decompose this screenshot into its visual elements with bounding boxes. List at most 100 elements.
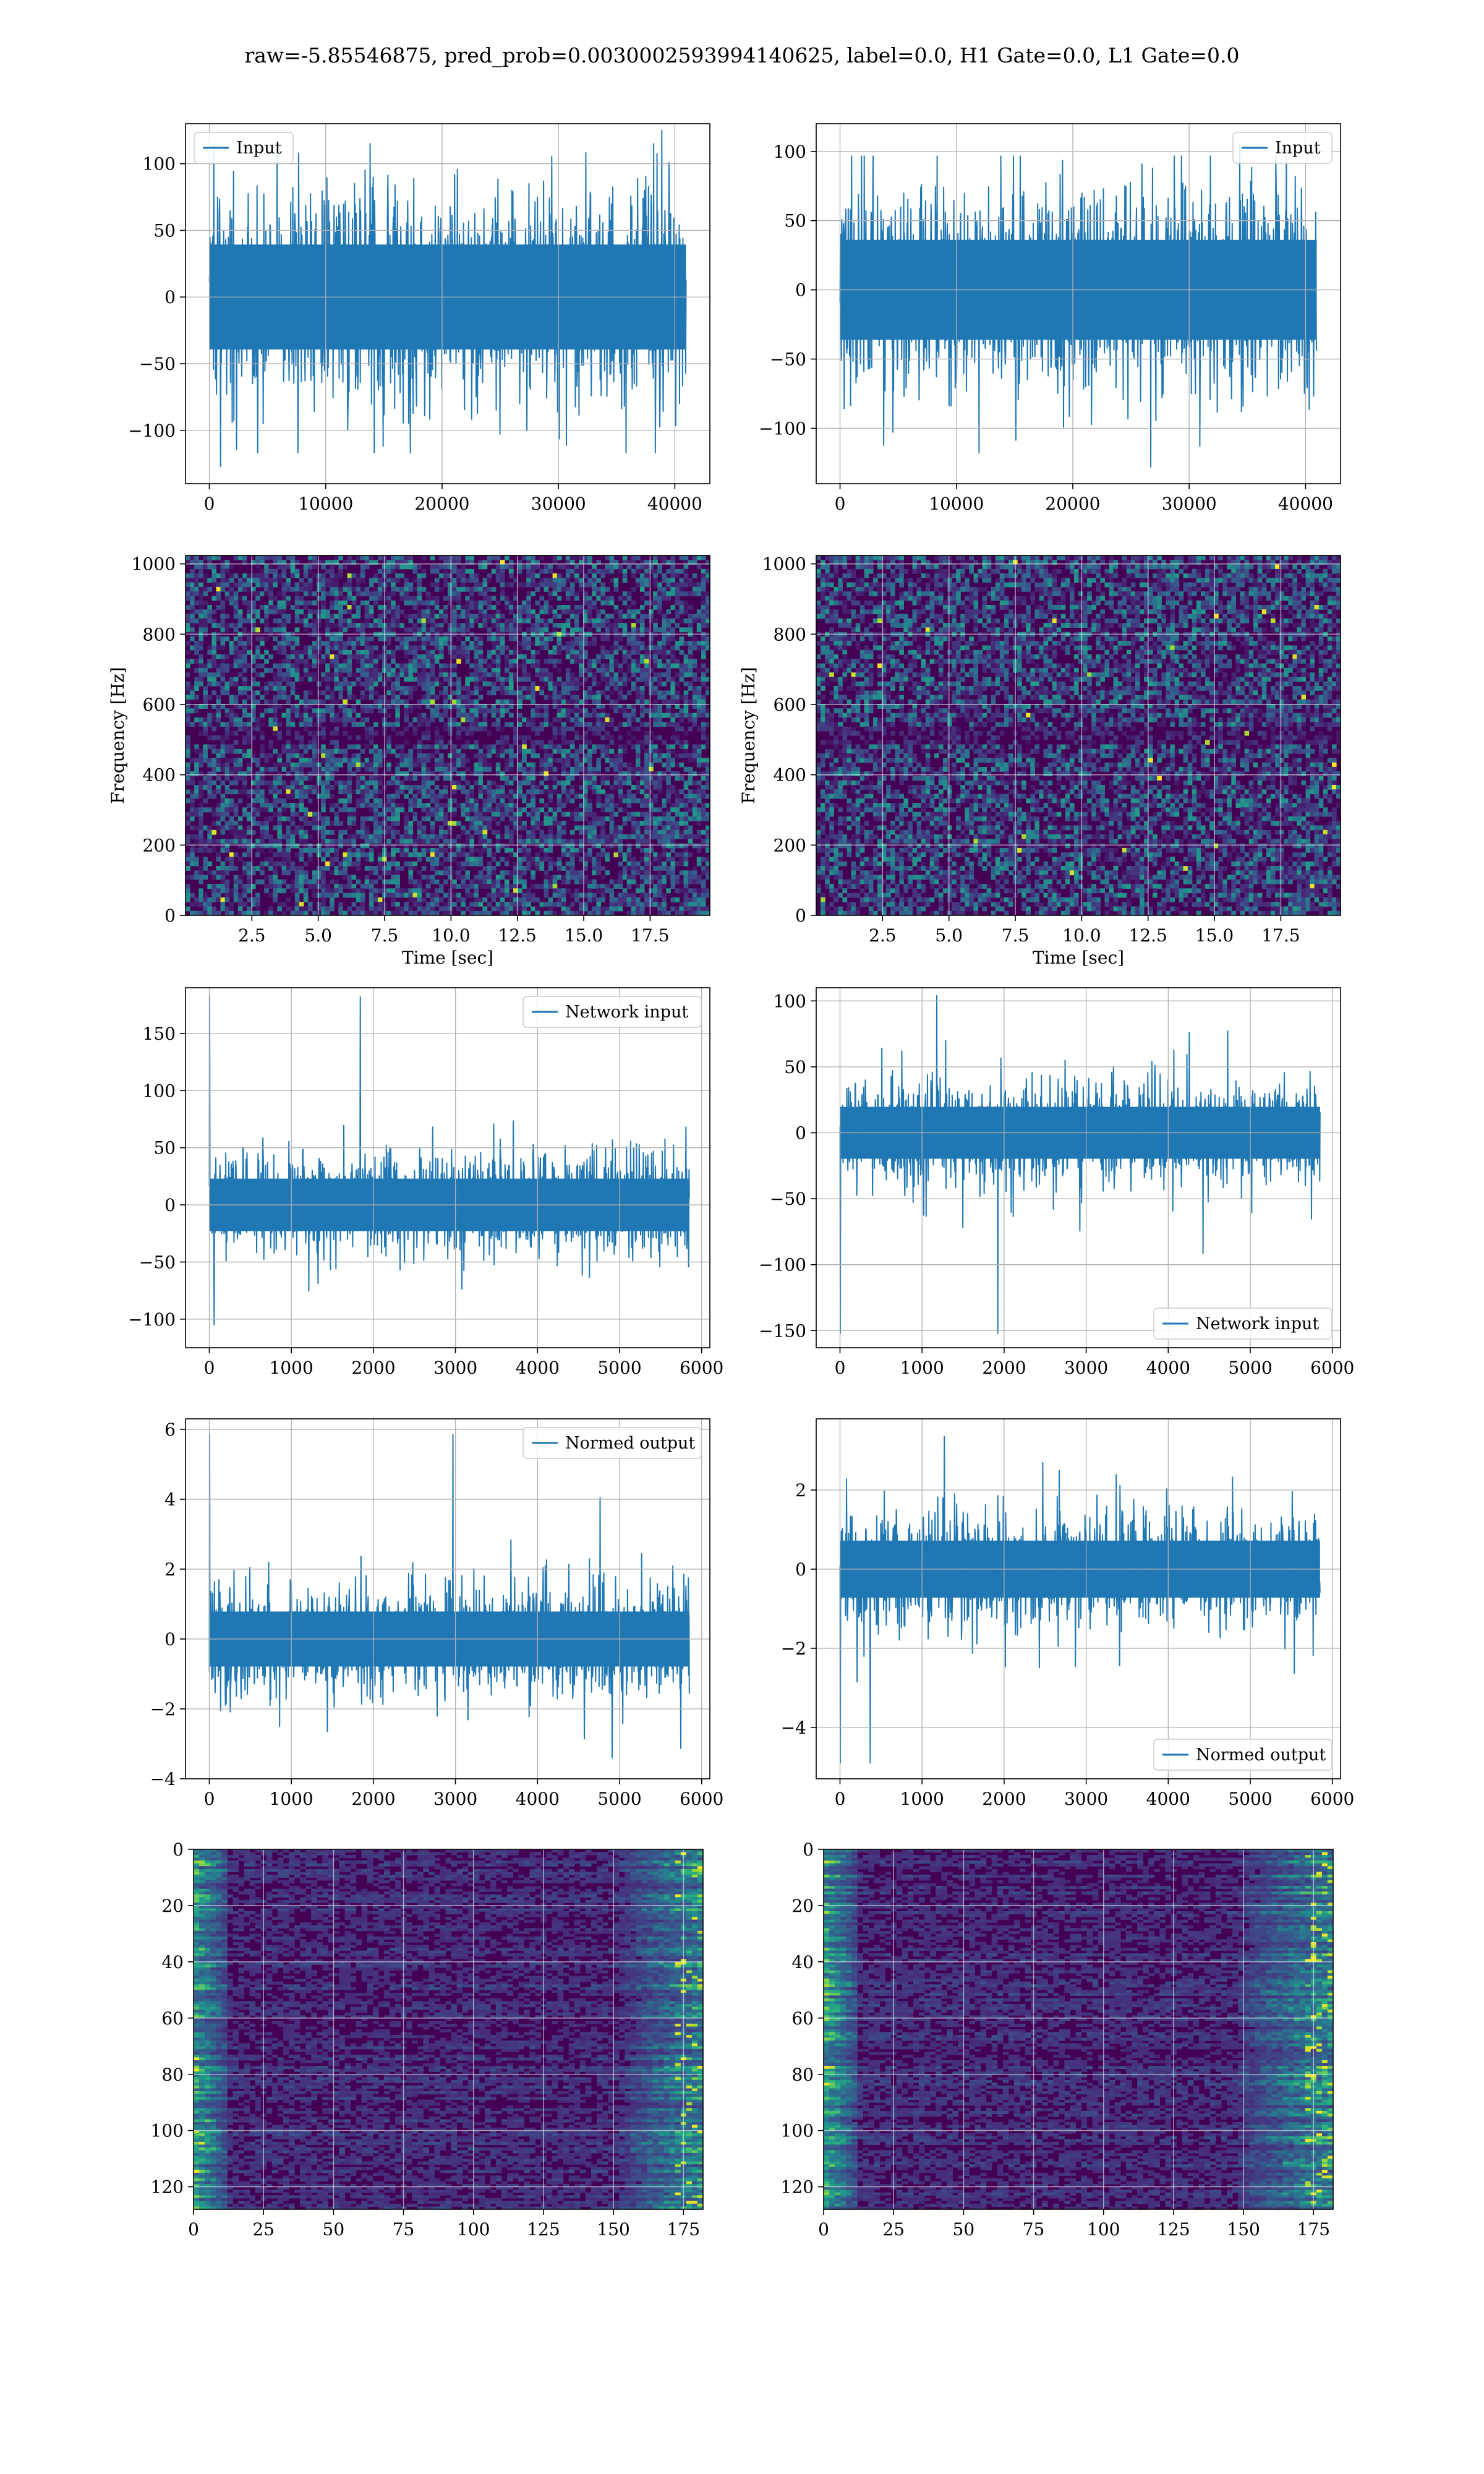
y-tick-label: −2 — [150, 1699, 176, 1719]
x-tick-label: 5000 — [597, 1789, 641, 1809]
x-tick-label: 17.5 — [1261, 925, 1300, 946]
y-tick-label: 2 — [164, 1559, 176, 1580]
legend-box — [1232, 132, 1333, 164]
x-tick-label: 2000 — [982, 1789, 1026, 1809]
series-line — [208, 129, 687, 467]
y-tick-label: −4 — [781, 1718, 806, 1738]
y-tick-label: 0 — [803, 1839, 814, 1860]
y-tick-label: 1000 — [762, 554, 806, 575]
x-tick-label: 5000 — [1228, 1789, 1272, 1809]
y-tick-label: 400 — [774, 765, 806, 785]
x-tick-label: 0 — [818, 2219, 829, 2240]
x-tick-label: 125 — [527, 2219, 560, 2240]
plot-area — [839, 1436, 1321, 1764]
y-tick-label: 800 — [143, 624, 176, 644]
y-tick-label: 0 — [173, 1839, 184, 1860]
x-tick-label: 5000 — [1228, 1358, 1272, 1378]
y-tick-label: −100 — [759, 1255, 806, 1275]
grid — [186, 1419, 710, 1779]
y-tick-label: 400 — [143, 765, 176, 785]
x-tick-label: 2000 — [351, 1358, 395, 1378]
legend-box — [1153, 1308, 1333, 1340]
x-tick-label: 5.0 — [304, 925, 332, 946]
x-tick-label: 10000 — [298, 494, 353, 514]
legend-label: Network input — [565, 1003, 688, 1022]
y-tick-label: 4 — [164, 1489, 176, 1510]
plot-area — [839, 995, 1321, 1334]
y-tick-label: 120 — [781, 2177, 814, 2198]
y-tick-label: 0 — [795, 1559, 806, 1580]
x-axis-label: Time [sec] — [402, 948, 493, 968]
x-tick-label: 4000 — [1146, 1358, 1190, 1378]
y-tick-label: 600 — [774, 695, 806, 715]
x-tick-label: 40000 — [1278, 494, 1333, 514]
plot-area — [816, 555, 1341, 915]
series-line — [208, 1434, 690, 1759]
x-tick-label: 5.0 — [935, 925, 963, 946]
x-tick-label: 1000 — [900, 1789, 944, 1809]
series-line — [208, 996, 690, 1325]
chart-normed_output_left: 0 1000 2000 3000 4000 5000 6000 −4 −2 0 2 4 6 Normed … — [150, 1418, 723, 1809]
y-tick-label: −100 — [759, 418, 806, 439]
x-tick-label: 25 — [882, 2219, 905, 2240]
series-line — [839, 995, 1321, 1334]
x-tick-label: 7.5 — [1002, 925, 1030, 946]
chart-feature_map_left: 0 25 50 75 100 125 150 175 0 20 40 60 80 100 120 — [151, 1839, 704, 2240]
x-tick-label: 0 — [835, 1789, 846, 1809]
grid — [186, 988, 710, 1348]
legend-box — [1153, 1739, 1333, 1771]
legend: Network input — [522, 996, 702, 1028]
legend: Input — [1232, 132, 1333, 164]
x-tick-label: 4000 — [1146, 1789, 1190, 1809]
y-tick-label: 150 — [143, 1024, 176, 1044]
y-tick-label: 50 — [784, 1057, 806, 1077]
y-tick-label: −100 — [128, 1309, 176, 1330]
y-tick-label: 40 — [161, 1952, 184, 1972]
x-tick-label: 3000 — [433, 1358, 477, 1378]
y-tick-label: 50 — [784, 211, 806, 231]
y-tick-label: 60 — [161, 2008, 184, 2029]
y-tick-label: 20 — [161, 1896, 184, 1916]
x-tick-label: 3000 — [433, 1789, 477, 1809]
x-tick-label: 50 — [323, 2219, 345, 2240]
x-tick-label: 30000 — [1162, 494, 1217, 514]
y-tick-label: 0 — [795, 280, 806, 301]
legend: Input — [194, 132, 294, 164]
x-tick-label: 6000 — [680, 1789, 723, 1809]
plot-area — [194, 1849, 703, 2209]
y-tick-label: 2 — [795, 1480, 806, 1500]
x-tick-label: 2.5 — [869, 925, 897, 946]
x-tick-label: 6000 — [1310, 1789, 1354, 1809]
x-tick-label: 12.5 — [498, 925, 537, 946]
y-axis-label: Frequency [Hz] — [108, 667, 128, 803]
x-tick-label: 100 — [1087, 2219, 1120, 2240]
x-tick-label: 25 — [252, 2219, 275, 2240]
chart-input_right: 0 10000 20000 30000 40000 −100 −50 0 50 100 Input — [759, 123, 1341, 514]
y-tick-label: 600 — [143, 695, 176, 715]
x-tick-label: 175 — [1297, 2219, 1330, 2240]
x-tick-label: 20000 — [1045, 494, 1100, 514]
y-tick-label: 200 — [143, 835, 176, 855]
legend-box — [194, 132, 294, 164]
x-tick-label: 0 — [204, 1789, 215, 1809]
legend: Normed output — [1153, 1739, 1333, 1771]
legend-label: Input — [236, 139, 282, 158]
x-tick-label: 0 — [204, 1358, 215, 1378]
axes-frame — [185, 555, 710, 916]
chart-spectrogram_right: 2.5 5.0 7.5 10.0 12.5 15.0 17.5 0 200 400 600 800 10… — [738, 554, 1341, 968]
y-tick-label: 1000 — [132, 554, 176, 575]
y-tick-label: 0 — [164, 1195, 176, 1215]
heatmap-cells — [816, 555, 1341, 915]
x-tick-label: 6000 — [680, 1358, 723, 1378]
series-line — [839, 1436, 1321, 1764]
y-tick-label: 100 — [774, 991, 806, 1011]
x-tick-label: 150 — [597, 2219, 629, 2240]
x-tick-label: 0 — [204, 494, 215, 514]
y-tick-label: 100 — [151, 2121, 184, 2141]
legend-box — [522, 996, 702, 1028]
chart-spectrogram_left: 2.5 5.0 7.5 10.0 12.5 15.0 17.5 0 200 400 600 800 10… — [108, 554, 710, 968]
plot-area — [208, 1434, 690, 1759]
chart-network_input_right: 0 1000 2000 3000 4000 5000 6000 −150 −100 −50 0 50 1… — [759, 987, 1354, 1378]
